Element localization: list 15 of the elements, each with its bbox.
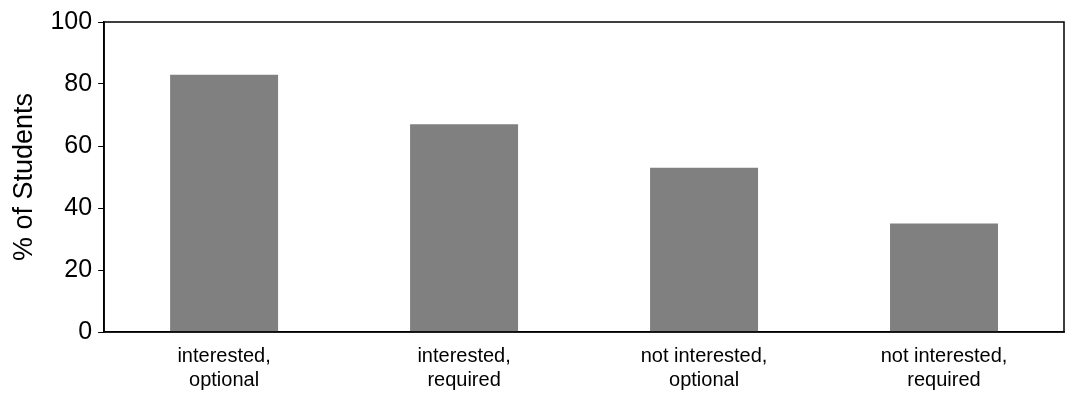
y-tick-label: 60 bbox=[64, 129, 93, 158]
x-tick-label: interested, required bbox=[417, 343, 511, 390]
x-tick-label: interested, optional bbox=[177, 343, 271, 390]
y-axis-title: % of Students bbox=[7, 92, 38, 262]
y-tick-label: 0 bbox=[78, 315, 93, 344]
bar bbox=[410, 124, 519, 332]
x-tick-label: not interested, optional bbox=[640, 343, 768, 390]
bar bbox=[170, 74, 279, 332]
y-tick-label: 40 bbox=[64, 191, 93, 220]
y-tick-label: 100 bbox=[50, 5, 93, 34]
x-tick-label: not interested, required bbox=[880, 343, 1008, 390]
bar bbox=[650, 167, 759, 332]
y-tick-label: 80 bbox=[64, 67, 93, 96]
y-tick-label: 20 bbox=[64, 253, 93, 282]
bar bbox=[890, 223, 999, 332]
